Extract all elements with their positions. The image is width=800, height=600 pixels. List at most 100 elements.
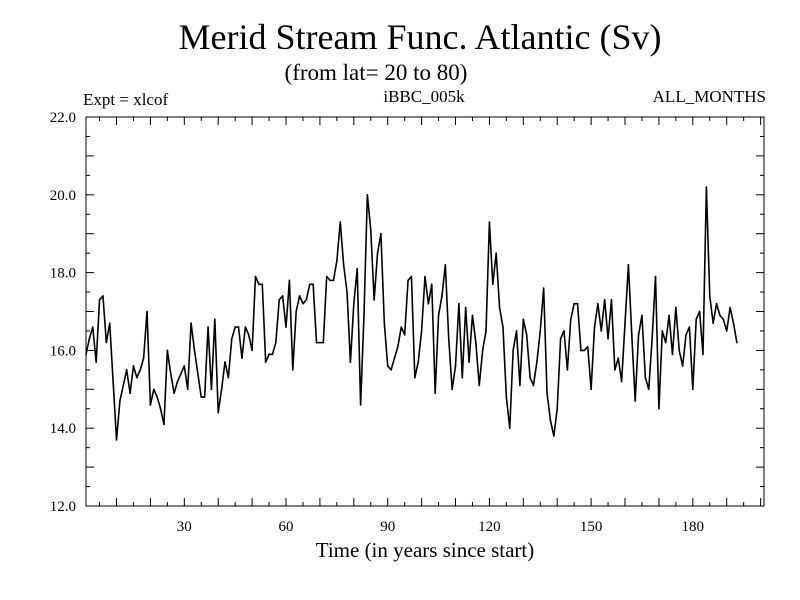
data-point xyxy=(607,337,609,340)
data-point xyxy=(481,349,484,352)
data-point xyxy=(119,400,121,402)
data-point xyxy=(159,407,162,410)
experiment-label: Expt = xlcof xyxy=(83,90,169,109)
data-point xyxy=(366,194,369,196)
data-point xyxy=(291,369,294,371)
data-point xyxy=(705,186,708,188)
data-point xyxy=(142,357,145,359)
data-point xyxy=(163,423,165,426)
data-point xyxy=(583,349,586,352)
data-point xyxy=(91,326,94,328)
data-point xyxy=(620,380,623,383)
data-point xyxy=(593,326,596,328)
data-point xyxy=(312,283,314,286)
series-line-xlcof xyxy=(85,186,738,441)
data-point xyxy=(136,376,138,379)
data-point xyxy=(671,353,674,356)
data-point xyxy=(220,388,223,391)
data-point xyxy=(339,221,342,223)
data-point xyxy=(149,404,152,406)
y-tick-label: 14.0 xyxy=(50,421,76,437)
data-point xyxy=(349,361,352,363)
data-point xyxy=(647,388,650,391)
data-point xyxy=(732,322,735,324)
data-point xyxy=(427,302,430,305)
data-point xyxy=(146,310,148,313)
data-point xyxy=(630,334,633,336)
data-point xyxy=(261,283,264,286)
data-point xyxy=(275,341,277,344)
data-point xyxy=(627,264,630,266)
data-point xyxy=(566,369,569,371)
data-point xyxy=(247,334,250,336)
x-tick-label: 180 xyxy=(682,519,705,535)
data-point xyxy=(298,295,301,297)
data-point xyxy=(437,314,440,317)
data-point xyxy=(661,330,664,332)
data-point xyxy=(519,384,521,387)
data-point xyxy=(522,318,525,321)
data-point xyxy=(688,326,691,328)
data-point xyxy=(108,322,111,324)
data-point xyxy=(383,322,386,324)
data-point xyxy=(363,314,365,317)
data-point xyxy=(458,302,460,305)
data-point xyxy=(230,337,233,340)
data-point xyxy=(132,365,135,367)
data-point xyxy=(488,221,491,223)
data-point xyxy=(702,353,704,356)
data-point xyxy=(430,283,433,286)
months-label: ALL_MONTHS xyxy=(652,87,766,106)
data-point xyxy=(183,365,186,367)
data-point xyxy=(424,275,426,278)
data-point xyxy=(529,376,531,379)
data-point xyxy=(122,384,125,387)
data-point xyxy=(214,318,216,321)
data-point xyxy=(658,407,660,410)
data-point xyxy=(664,341,667,344)
data-point xyxy=(590,388,592,391)
data-point xyxy=(725,330,728,332)
data-point xyxy=(322,341,325,344)
data-point xyxy=(536,361,538,363)
data-point xyxy=(668,314,670,317)
data-point xyxy=(600,330,603,332)
data-point xyxy=(468,361,470,363)
data-point xyxy=(380,232,382,235)
data-point xyxy=(708,295,711,297)
data-point xyxy=(451,388,453,391)
data-point xyxy=(227,376,230,379)
data-point xyxy=(95,361,97,363)
data-point xyxy=(420,330,423,332)
data-point xyxy=(129,392,131,394)
data-point xyxy=(342,264,345,266)
data-point xyxy=(712,322,714,324)
data-point xyxy=(98,299,101,301)
data-point xyxy=(264,361,267,363)
plot-frame xyxy=(85,116,765,507)
x-tick-label: 90 xyxy=(380,519,395,535)
data-point xyxy=(610,299,613,301)
data-point xyxy=(268,353,270,356)
data-point xyxy=(542,287,545,289)
data-point xyxy=(169,372,172,375)
data-point xyxy=(346,291,348,293)
data-point xyxy=(234,326,236,328)
data-point xyxy=(217,411,220,414)
data-point xyxy=(580,349,582,352)
data-point xyxy=(281,295,284,297)
data-point xyxy=(410,275,413,278)
data-point xyxy=(576,302,579,305)
x-tick-label: 60 xyxy=(279,519,294,535)
data-point xyxy=(525,334,528,336)
data-point xyxy=(125,369,128,371)
data-point xyxy=(332,279,335,282)
data-point xyxy=(115,439,118,441)
data-point xyxy=(563,330,565,332)
data-point xyxy=(176,380,179,383)
data-point xyxy=(654,275,657,278)
data-point xyxy=(471,314,474,317)
data-point xyxy=(498,306,501,309)
data-point xyxy=(685,334,687,336)
data-point xyxy=(329,279,331,282)
